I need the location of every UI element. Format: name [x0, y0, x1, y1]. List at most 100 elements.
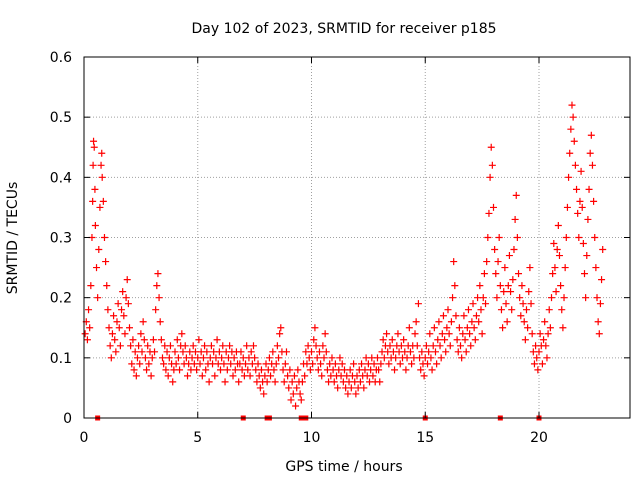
data-point: [144, 342, 152, 350]
data-point: [237, 348, 245, 356]
data-point: [577, 167, 585, 175]
data-point: [461, 336, 469, 344]
data-point: [598, 276, 606, 284]
data-point: [289, 390, 297, 398]
data-point: [507, 288, 515, 296]
data-point: [549, 270, 557, 278]
data-point: [487, 143, 495, 151]
data-point: [394, 330, 402, 338]
data-point: [118, 306, 126, 314]
data-point: [280, 378, 288, 386]
data-point: [126, 324, 133, 332]
data-point: [318, 372, 326, 380]
data-point: [450, 258, 458, 266]
data-point: [588, 161, 596, 169]
data-point: [322, 348, 330, 356]
data-point: [157, 336, 165, 344]
x-tick-label: 20: [530, 430, 548, 446]
data-point: [563, 203, 571, 211]
data-point: [522, 306, 530, 314]
data-point: [229, 372, 237, 380]
data-point: [561, 264, 569, 272]
data-point: [81, 330, 89, 338]
data-point: [107, 354, 115, 362]
data-point: [243, 342, 251, 350]
data-point: [565, 173, 573, 181]
data-point: [528, 330, 536, 338]
data-point: [519, 300, 527, 308]
data-point: [176, 366, 184, 374]
data-point: [276, 330, 284, 338]
data-point: [97, 161, 105, 169]
data-point: [555, 252, 563, 260]
data-point: [488, 161, 496, 169]
data-point: [231, 366, 239, 374]
data-point: [103, 282, 111, 290]
y-axis-title: SRMTID / TECUs: [5, 182, 21, 295]
data-point: [254, 360, 262, 368]
data-point: [414, 300, 422, 308]
data-point: [548, 294, 556, 302]
data-point: [98, 173, 106, 181]
data-point: [379, 336, 387, 344]
data-point: [567, 125, 575, 133]
data-point: [138, 348, 146, 356]
data-point: [347, 384, 355, 392]
data-point: [525, 288, 533, 296]
data-point: [336, 354, 344, 362]
data-point: [467, 342, 475, 350]
data-point: [429, 342, 437, 350]
data-point: [477, 306, 485, 314]
data-point: [462, 348, 470, 356]
data-point: [569, 113, 577, 121]
data-point: [173, 336, 181, 344]
data-point: [591, 234, 599, 241]
data-point: [447, 318, 455, 326]
data-point: [292, 402, 300, 410]
data-point: [147, 372, 155, 380]
data-point: [472, 312, 480, 320]
data-point: [98, 149, 106, 157]
data-point: [533, 354, 541, 362]
data-point: [154, 270, 162, 278]
data-point: [457, 342, 465, 350]
data-point: [277, 324, 285, 332]
data-point: [454, 348, 462, 356]
data-point: [524, 324, 532, 332]
data-point: [85, 306, 93, 314]
data-point: [286, 366, 294, 374]
data-point: [275, 354, 283, 362]
data-point: [273, 342, 281, 350]
data-point: [594, 318, 602, 326]
data-point: [129, 336, 137, 344]
data-point: [153, 282, 161, 290]
data-point: [135, 342, 143, 350]
data-point: [512, 191, 520, 199]
data-point: [330, 378, 338, 386]
data-point: [438, 330, 446, 338]
data-point: [413, 342, 421, 350]
data-point: [282, 348, 290, 356]
data-point: [434, 336, 442, 344]
data-point: [388, 336, 396, 344]
data-point: [501, 264, 509, 272]
x-tick-label: 5: [193, 430, 202, 446]
data-point: [290, 372, 298, 380]
data-point: [151, 348, 159, 356]
data-point: [444, 306, 452, 314]
data-point: [140, 336, 148, 344]
data-point: [446, 342, 454, 350]
x-tick-label: 15: [416, 430, 434, 446]
data-point: [313, 354, 321, 362]
data-point: [509, 276, 517, 284]
data-point: [155, 294, 163, 302]
data-point: [171, 348, 179, 356]
data-point: [592, 264, 600, 272]
data-point: [586, 149, 594, 157]
data-point: [544, 330, 552, 338]
data-point: [179, 348, 187, 356]
data-point: [284, 372, 292, 380]
data-point: [478, 330, 486, 338]
data-point: [486, 173, 494, 181]
